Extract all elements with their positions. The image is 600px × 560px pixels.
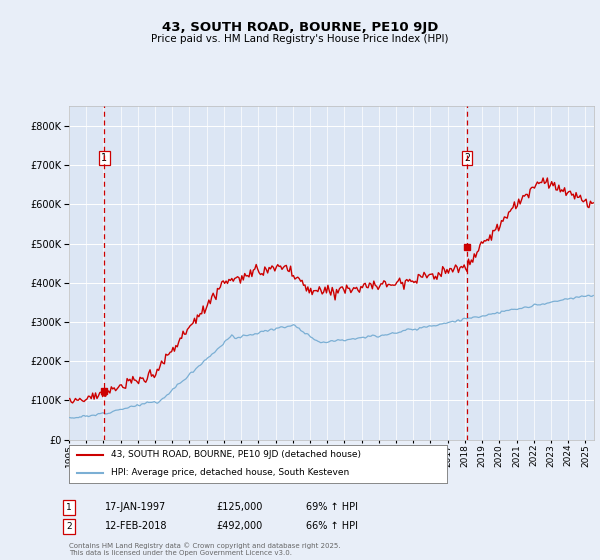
Text: 2: 2 <box>464 153 470 163</box>
Text: 66% ↑ HPI: 66% ↑ HPI <box>306 521 358 531</box>
Text: 2: 2 <box>66 522 72 531</box>
Text: Contains HM Land Registry data © Crown copyright and database right 2025.
This d: Contains HM Land Registry data © Crown c… <box>69 542 341 556</box>
Text: 69% ↑ HPI: 69% ↑ HPI <box>306 502 358 512</box>
Text: 12-FEB-2018: 12-FEB-2018 <box>105 521 167 531</box>
Text: Price paid vs. HM Land Registry's House Price Index (HPI): Price paid vs. HM Land Registry's House … <box>151 34 449 44</box>
Text: 43, SOUTH ROAD, BOURNE, PE10 9JD: 43, SOUTH ROAD, BOURNE, PE10 9JD <box>162 21 438 34</box>
Text: 1: 1 <box>101 153 107 163</box>
Text: 1: 1 <box>66 503 72 512</box>
Text: 17-JAN-1997: 17-JAN-1997 <box>105 502 166 512</box>
Text: £492,000: £492,000 <box>216 521 262 531</box>
Text: 43, SOUTH ROAD, BOURNE, PE10 9JD (detached house): 43, SOUTH ROAD, BOURNE, PE10 9JD (detach… <box>110 450 361 459</box>
Text: HPI: Average price, detached house, South Kesteven: HPI: Average price, detached house, Sout… <box>110 468 349 477</box>
Text: £125,000: £125,000 <box>216 502 262 512</box>
